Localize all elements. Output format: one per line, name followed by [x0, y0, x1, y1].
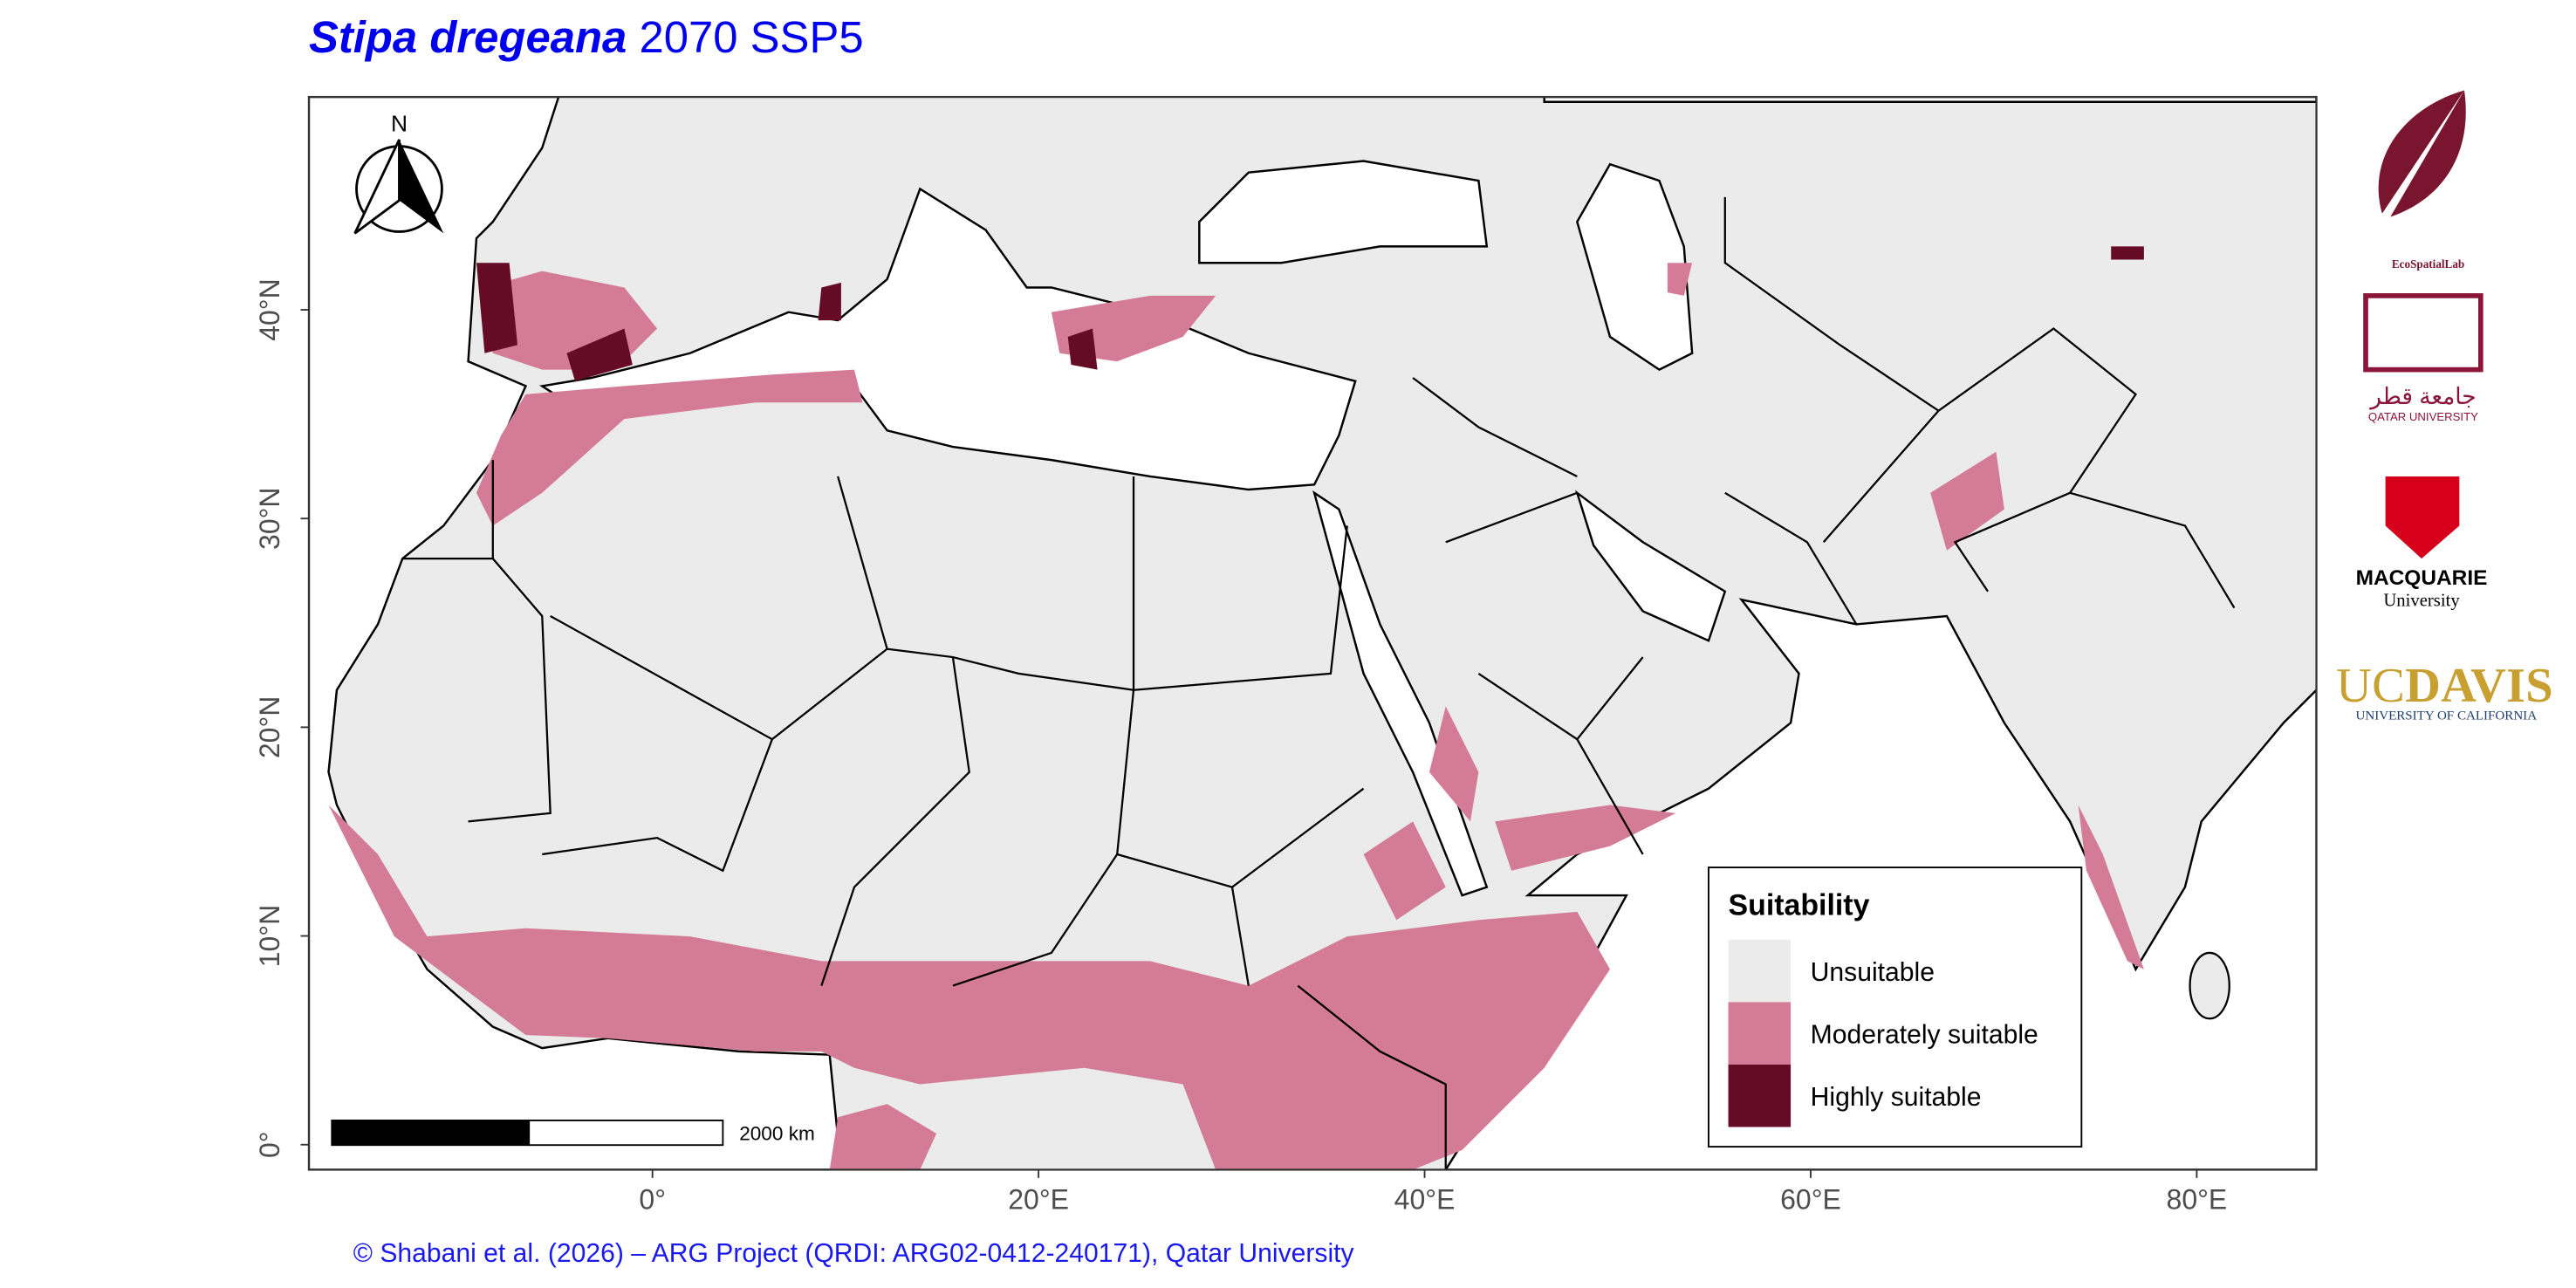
legend-key — [1728, 1002, 1792, 1065]
north-label: N — [391, 111, 408, 137]
legend-label: Moderately suitable — [1811, 1020, 2038, 1049]
ucd-uc: UC — [2336, 659, 2405, 713]
mq-sub: University — [2383, 592, 2460, 611]
x-tick-label: 80°E — [2167, 1184, 2228, 1216]
ecospatial-text: EcoSpatialLab — [2392, 257, 2464, 271]
y-tick-label: 10°N — [254, 905, 285, 967]
legend: Suitability Unsuitable Moderately suitabl… — [1708, 867, 2083, 1148]
mq-shield — [2385, 476, 2460, 559]
y-tick-label: 30°N — [254, 487, 285, 550]
legend-title: Suitability — [1729, 889, 1870, 922]
ecospatial-leaf — [2378, 90, 2464, 214]
scale-bar: 2000 km — [331, 1120, 815, 1147]
sri-lanka — [2189, 951, 2230, 1020]
x-tick-label: 60°E — [1780, 1184, 1841, 1216]
scale-white — [528, 1120, 724, 1147]
ucd-davis: DAVIS — [2405, 659, 2553, 713]
persian-gulf — [1575, 490, 1727, 642]
scale-black — [331, 1120, 531, 1147]
black-sea — [1198, 160, 1489, 264]
qu-text: QATAR UNIVERSITY — [2368, 410, 2478, 423]
north-arrow: N — [353, 111, 444, 235]
caspian-sea — [1576, 162, 1694, 372]
ucd-text: UCDAVIS — [2336, 659, 2553, 713]
ecospatial-leaf-2 — [2390, 90, 2466, 217]
x-tick-label: 0° — [639, 1184, 666, 1216]
map-frame — [307, 95, 2318, 1171]
suitability-areas — [328, 246, 2144, 1170]
atlantic — [308, 97, 843, 1170]
ucd-sub: UNIVERSITY OF CALIFORNIA — [2355, 709, 2537, 723]
borders — [402, 196, 2236, 1170]
north-sea — [1543, 97, 2317, 103]
scenario: 2070 SSP5 — [639, 12, 863, 62]
graticule-ticks: 0° 20°E 40°E 60°E 80°E 0° 10°N 20°N 30°N 40°N — [254, 278, 2227, 1215]
logos: EcoSpatialLab جامعة قطر QATAR UNIVERSITY… — [2336, 90, 2553, 723]
red-sea — [1312, 490, 1489, 897]
qu-emblem — [2363, 293, 2484, 373]
north-right — [399, 140, 444, 234]
scale-label: 2000 km — [739, 1123, 815, 1145]
y-tick-label: 0° — [254, 1131, 285, 1158]
credit: © Shabani et al. (2026) – ARG Project (Q… — [353, 1239, 1354, 1268]
x-tick-label: 40°E — [1394, 1184, 1456, 1216]
legend-label: Unsuitable — [1811, 958, 1935, 987]
legend-key — [1728, 939, 1792, 1003]
x-tick-label: 20°E — [1008, 1184, 1069, 1216]
map-panel: 0° 20°E 40°E 60°E 80°E 0° 10°N 20°N 30°N 40°N N 2… — [254, 95, 2318, 1216]
legend-key — [1728, 1064, 1792, 1127]
species-name: Stipa dregeana — [309, 12, 627, 62]
legend-label: Highly suitable — [1811, 1083, 1982, 1112]
y-tick-label: 40°N — [254, 278, 285, 341]
mq-text: MACQUARIE — [2356, 566, 2488, 590]
y-tick-label: 20°N — [254, 696, 285, 759]
qu-arabic: جامعة قطر — [2368, 383, 2476, 410]
map-title: Stipa dregeana 2070 SSP5 — [309, 12, 864, 62]
